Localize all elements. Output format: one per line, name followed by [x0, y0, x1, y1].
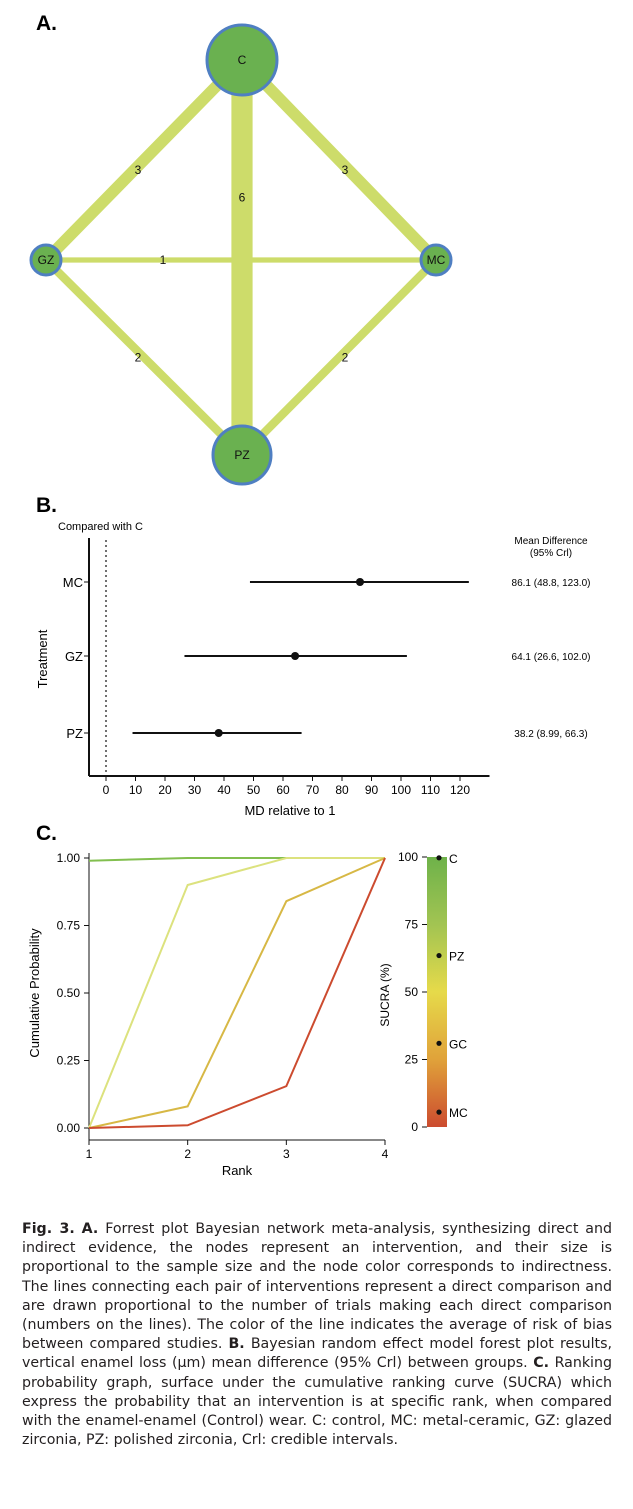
forest-x-tick-label: 110 [421, 783, 440, 797]
caption-fig-label: Fig. 3. [22, 1221, 75, 1237]
forest-treatment-label: GZ [65, 649, 83, 664]
rank-series-line-4 [88, 857, 386, 1129]
network-nodes: C GZ MC PZ [29, 23, 453, 486]
rank-series-line-2 [88, 857, 386, 1129]
rank-y-axis-title: Cumulative Probability [27, 928, 42, 1058]
caption-b-text: Bayesian random effect model forest plot… [22, 1336, 612, 1372]
network-edges: 3 3 6 1 2 2 [41, 55, 441, 458]
sucra-colorbar: 0 25 50 75 100 C PZ GC MC [398, 850, 468, 1134]
network-edge-c-gz [41, 55, 247, 265]
network-edge-label: 2 [342, 351, 349, 365]
sucra-tick-label: 100 [398, 850, 418, 864]
ranking-plot: 0.00 0.25 0.50 0.75 1.00 1 2 3 4 [57, 851, 389, 1161]
network-node-label: MC [427, 253, 446, 267]
network-edge-label: 3 [342, 163, 349, 177]
forest-x-tick-label: 70 [306, 783, 320, 797]
forest-x-tick-label: 50 [247, 783, 261, 797]
network-node-label: C [238, 53, 247, 67]
figure-canvas: A. 3 3 6 1 2 2 C GZ MC PZ B. Compared with C Mea… [27, 12, 591, 1178]
rank-x-tick-label: 2 [184, 1147, 191, 1161]
rank-y-tick-label: 0.75 [57, 919, 81, 933]
forest-x-tick-label: 120 [450, 783, 470, 797]
sucra-point-label: GC [449, 1037, 467, 1051]
caption-c-label: C. [533, 1355, 550, 1372]
compared-with-label: Compared with C [58, 521, 143, 533]
caption-a-label: A. [81, 1221, 99, 1237]
forest-point-estimate [291, 652, 300, 660]
caption-a-text: Forrest plot Bayesian network meta-analy… [22, 1221, 612, 1353]
panel-b-label: B. [36, 494, 57, 517]
network-node-label: PZ [234, 448, 249, 462]
forest-x-tick-label: 20 [158, 783, 172, 797]
rank-y-tick-label: 0.50 [57, 986, 81, 1000]
forest-x-tick-label: 80 [335, 783, 349, 797]
rank-x-tick-label: 3 [283, 1147, 290, 1161]
sucra-gradient-bar [427, 857, 447, 1127]
caption-b-label: B. [228, 1336, 245, 1353]
sucra-axis-title: SUCRA (%) [378, 963, 392, 1026]
network-edge-label: 2 [135, 351, 142, 365]
network-node-pz [211, 424, 273, 486]
forest-x-tick-label: 100 [391, 783, 411, 797]
forest-effect-label: 64.1 (26.6, 102.0) [512, 652, 591, 663]
panel-a-label: A. [36, 12, 57, 35]
sucra-tick-label: 50 [405, 985, 419, 999]
network-edge-c-mc [237, 55, 441, 265]
sucra-tick-label: 0 [411, 1120, 418, 1134]
sucra-tick-label: 75 [405, 918, 419, 932]
network-node-label: GZ [38, 253, 55, 267]
sucra-point-label: C [449, 852, 458, 866]
network-edge-mc-pz [239, 257, 439, 458]
network-node-gz [29, 243, 63, 277]
sucra-point-label: MC [449, 1106, 468, 1120]
forest-effect-label: 38.2 (8.99, 66.3) [514, 729, 587, 740]
forest-x-tick-label: 0 [103, 783, 110, 797]
network-edge-label: 1 [160, 253, 167, 267]
forest-treatment-label: PZ [66, 726, 83, 741]
forest-point-estimate [214, 729, 223, 737]
forest-x-axis-title: MD relative to 1 [244, 803, 335, 818]
rank-series-line-3 [88, 857, 386, 1129]
forest-x-tick-label: 60 [276, 783, 290, 797]
rank-x-tick-label: 4 [382, 1147, 389, 1161]
forest-effect-label: 86.1 (48.8, 123.0) [512, 578, 591, 589]
forest-x-tick-label: 90 [365, 783, 379, 797]
sucra-tick-label: 25 [405, 1053, 419, 1067]
forest-point-estimate [355, 578, 364, 586]
network-edge-gz-pz [43, 257, 245, 458]
network-node-mc [419, 243, 453, 277]
forest-x-tick-label: 30 [188, 783, 202, 797]
forest-y-axis-title: Treatment [35, 629, 50, 688]
forest-plot: 0 10 20 30 40 50 60 70 80 90 100 110 120 MC 86.1 (48.8… [63, 538, 591, 797]
forest-x-tick-label: 10 [129, 783, 143, 797]
sucra-point-label: PZ [449, 950, 464, 964]
rank-y-tick-label: 1.00 [57, 851, 81, 865]
effect-header-line-2: (95% Crl) [530, 548, 572, 559]
sucra-point-pz [436, 952, 442, 959]
figure-caption: Fig. 3. A. Forrest plot Bayesian network… [22, 1220, 612, 1450]
sucra-point-gc [436, 1040, 442, 1046]
caption-c-text: Ranking probability graph, surface under… [22, 1355, 612, 1449]
panel-c-label: C. [36, 822, 57, 845]
network-edge-label: 6 [239, 191, 246, 205]
forest-treatment-label: MC [63, 575, 83, 590]
rank-y-tick-label: 0.25 [57, 1054, 81, 1068]
sucra-point-mc [436, 1109, 442, 1115]
rank-x-axis-title: Rank [222, 1163, 253, 1178]
rank-y-tick-label: 0.00 [57, 1121, 81, 1135]
effect-header-line-1: Mean Difference [514, 536, 588, 547]
rank-x-tick-label: 1 [86, 1147, 93, 1161]
sucra-point-c [436, 855, 442, 861]
network-edge-label: 3 [135, 163, 142, 177]
network-node-c [205, 23, 279, 97]
forest-x-tick-label: 40 [217, 783, 231, 797]
